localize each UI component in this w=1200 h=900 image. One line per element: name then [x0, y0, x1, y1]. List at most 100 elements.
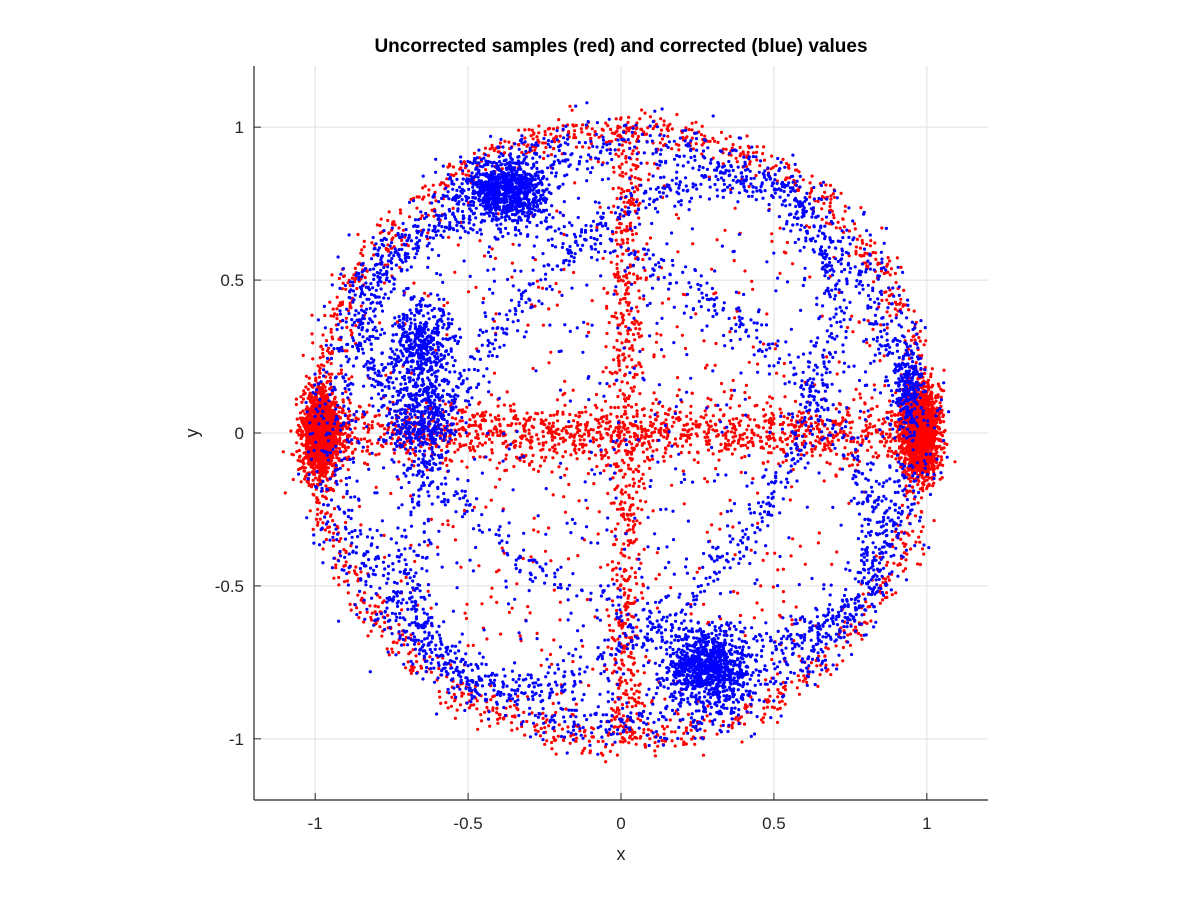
point-red	[572, 419, 576, 423]
point-red	[684, 729, 688, 733]
point-red	[777, 691, 781, 695]
point-red	[781, 680, 786, 685]
point-red	[496, 433, 500, 438]
point-red	[931, 400, 935, 404]
point-red	[868, 244, 873, 248]
point-red	[325, 425, 329, 429]
point-red	[816, 684, 820, 689]
point-red	[369, 629, 373, 633]
point-red	[660, 724, 665, 729]
point-red	[762, 158, 767, 162]
point-red	[737, 404, 742, 408]
point-red	[943, 441, 947, 445]
point-red	[331, 519, 335, 523]
point-red	[509, 721, 514, 725]
point-red	[662, 727, 666, 731]
point-red	[349, 544, 353, 548]
point-red	[589, 136, 593, 140]
point-red	[535, 135, 539, 139]
point-red	[627, 115, 631, 119]
point-red	[677, 148, 681, 152]
point-red	[903, 460, 907, 464]
point-red	[332, 576, 336, 580]
point-red	[729, 397, 733, 401]
point-red	[729, 430, 734, 434]
point-red	[930, 367, 934, 371]
point-red	[407, 457, 411, 461]
point-red	[591, 440, 596, 444]
point-red	[394, 233, 398, 238]
point-red	[824, 221, 829, 225]
point-red	[323, 458, 327, 462]
point-red	[374, 453, 378, 457]
point-red	[411, 668, 415, 673]
point-red	[386, 613, 390, 618]
point-red	[627, 129, 631, 133]
point-red	[376, 441, 380, 445]
point-red	[716, 140, 720, 144]
point-red	[795, 686, 799, 690]
point-red	[450, 695, 454, 699]
point-red	[926, 383, 930, 387]
point-red	[334, 563, 338, 567]
point-red	[894, 457, 898, 461]
point-red	[825, 427, 830, 431]
point-red	[467, 706, 471, 710]
point-red	[653, 427, 658, 431]
point-red	[302, 389, 306, 393]
point-red	[905, 516, 910, 520]
point-red	[342, 564, 346, 568]
point-red	[363, 591, 367, 595]
point-red	[601, 420, 605, 424]
point-red	[669, 454, 673, 458]
point-red	[321, 333, 325, 337]
point-red	[541, 716, 545, 721]
point-red	[553, 140, 557, 144]
point-red	[933, 452, 937, 456]
point-red	[547, 724, 551, 728]
point-red	[643, 459, 647, 463]
point-red	[711, 414, 715, 418]
point-red	[904, 558, 908, 562]
point-red	[916, 562, 920, 566]
point-red	[444, 701, 448, 705]
point-red	[880, 598, 885, 602]
point-red	[318, 371, 322, 375]
point-red	[464, 173, 468, 177]
point-red	[414, 654, 418, 658]
point-red	[890, 593, 894, 597]
point-red	[874, 251, 878, 255]
point-red	[793, 399, 798, 403]
point-red	[831, 213, 836, 217]
point-red	[834, 452, 839, 456]
point-red	[331, 436, 335, 440]
point-red	[689, 443, 693, 447]
point-red	[807, 425, 811, 429]
point-red	[402, 643, 406, 647]
point-red	[584, 410, 588, 414]
point-red	[419, 666, 424, 670]
point-red	[431, 183, 435, 187]
point-red	[495, 466, 499, 470]
point-red	[922, 476, 926, 481]
point-red	[689, 411, 693, 415]
point-red	[321, 347, 325, 351]
point-red	[382, 432, 386, 436]
point-red	[530, 424, 534, 428]
point-red	[323, 385, 327, 389]
point-red	[866, 605, 870, 609]
point-red	[533, 148, 537, 152]
point-red	[334, 566, 338, 570]
point-red	[383, 263, 387, 267]
point-red	[665, 725, 670, 729]
point-red	[307, 414, 311, 418]
point-red	[747, 146, 752, 150]
point-red	[446, 184, 450, 188]
point-red	[828, 222, 832, 226]
point-red	[527, 428, 531, 432]
point-red	[711, 136, 715, 140]
point-red	[304, 456, 308, 460]
point-red	[543, 133, 547, 137]
point-red	[488, 458, 492, 462]
point-red	[455, 422, 459, 426]
